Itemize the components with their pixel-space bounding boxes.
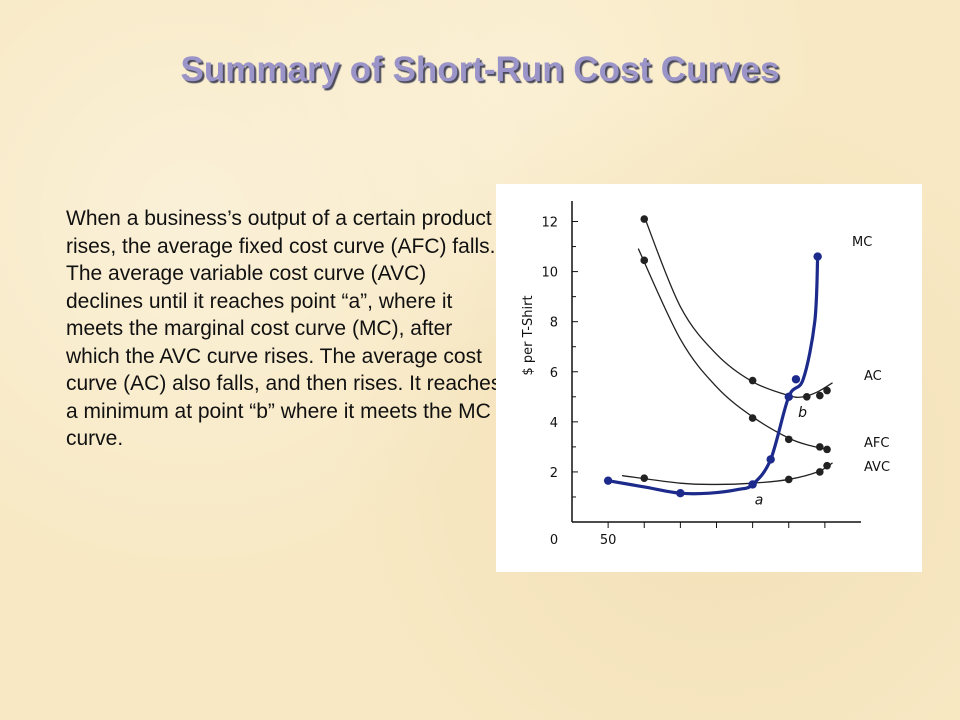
body-paragraph: When a business’s output of a certain pr…	[66, 207, 502, 450]
ac-point	[748, 376, 757, 385]
mc-label: MC	[852, 235, 872, 250]
ac-point	[640, 215, 649, 223]
mc-point	[766, 455, 775, 464]
chart-points	[603, 215, 831, 498]
afc-point	[748, 414, 757, 422]
ac-curve	[643, 215, 833, 398]
afc-point	[816, 443, 824, 451]
x-tick-label: 50	[600, 533, 617, 548]
ac-point	[823, 386, 831, 395]
mc-point	[791, 375, 801, 384]
avc-curve	[621, 462, 833, 486]
y-tick-label: 8	[550, 316, 558, 331]
avc-point	[640, 474, 649, 482]
mc-curve	[606, 254, 820, 496]
mc-point	[603, 476, 613, 485]
afc-point	[784, 435, 793, 444]
y-tick-label: 12	[541, 216, 558, 231]
y-tick-label: 6	[550, 366, 558, 381]
ac-point	[816, 391, 824, 400]
ac-point	[803, 393, 811, 401]
avc-label: AVC	[864, 460, 890, 475]
avc-point	[823, 461, 831, 470]
avc-point	[816, 468, 824, 476]
mc-point	[813, 252, 822, 261]
ac-label: AC	[864, 369, 882, 384]
y-axis-label: $ per T-Shirt	[521, 295, 536, 375]
afc-label: AFC	[864, 436, 889, 451]
point-label-b: b	[798, 405, 807, 421]
mc-point	[676, 489, 685, 498]
mc-point	[784, 392, 793, 401]
afc-point	[823, 445, 831, 454]
chart-axes: 2 4 6 8 10 12 0 50 $ per T-Shirt	[521, 201, 861, 548]
point-label-a: a	[755, 492, 764, 508]
chart-labels: AC AFC AVC MC a b	[755, 235, 890, 508]
x-tick-label: 0	[550, 533, 558, 548]
y-tick-label: 10	[541, 266, 558, 281]
cost-curves-chart: 2 4 6 8 10 12 0 50 $ per T-Shirt AC AFC AVC MC a b	[496, 184, 922, 572]
slide-title: Summary of Short-Run Cost Curves	[180, 50, 780, 89]
mc-point	[748, 480, 757, 489]
chart-svg: 2 4 6 8 10 12 0 50 $ per T-Shirt AC AFC AVC MC a b	[521, 201, 890, 548]
y-tick-label: 4	[550, 416, 558, 431]
avc-point	[784, 475, 793, 484]
afc-point	[640, 256, 649, 265]
y-tick-label: 2	[550, 466, 558, 481]
